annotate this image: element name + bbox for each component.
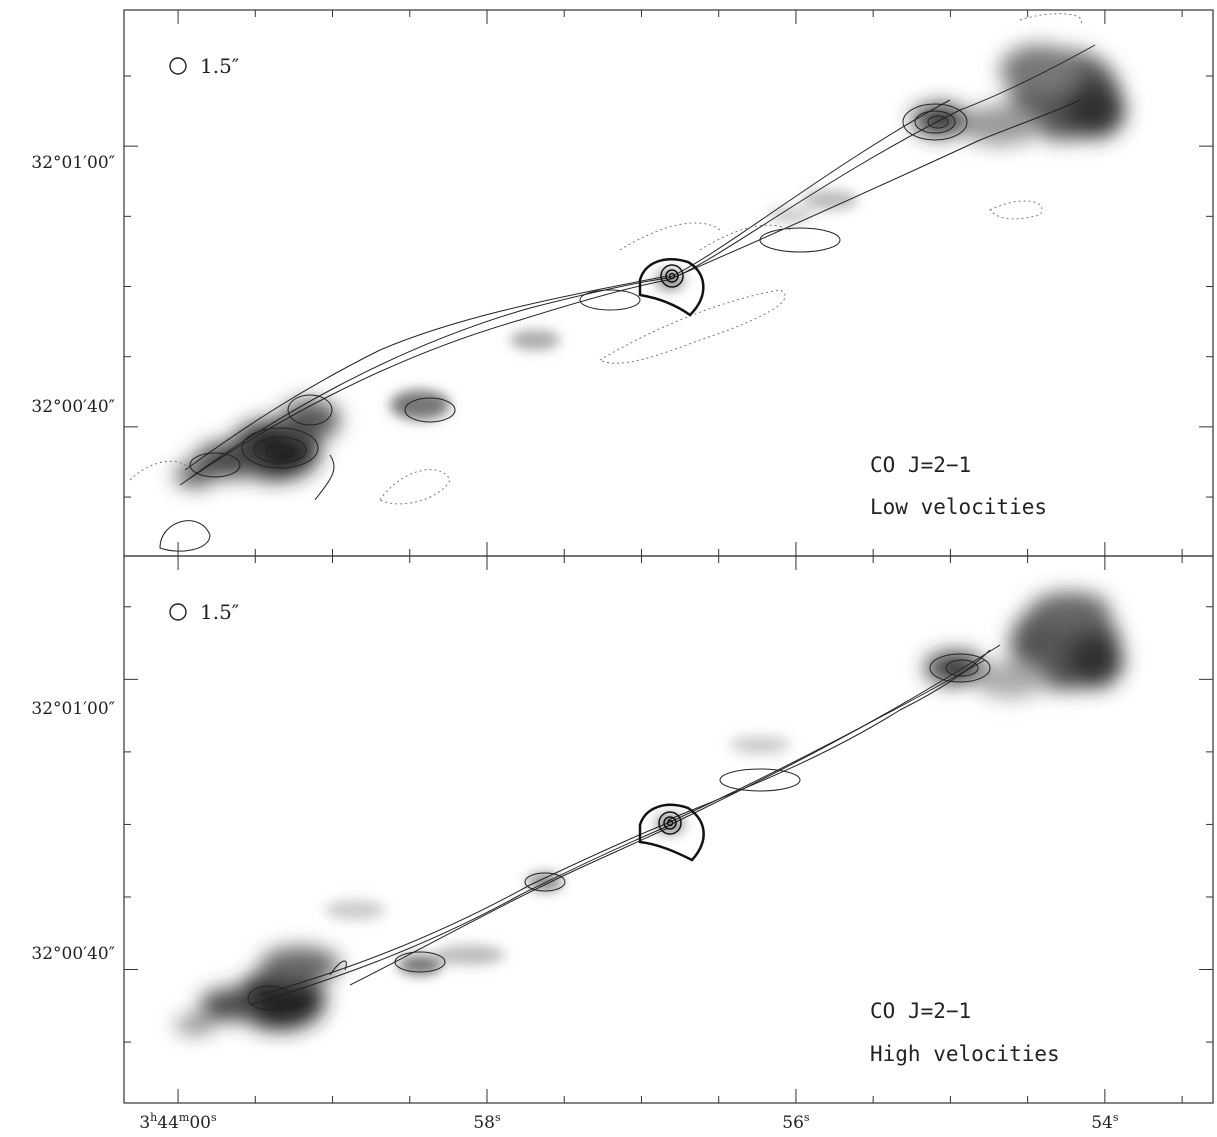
bottom-dec-tick-label: 32°00′40″	[31, 944, 115, 964]
top-velocity-label: Low velocities	[870, 495, 1047, 519]
bottom-greyscale-image	[175, 592, 1123, 1033]
top-dec-tick-label: 32°00′40″	[31, 397, 115, 417]
top-negative-contours	[129, 13, 1083, 505]
top-tick-marks	[124, 10, 1213, 556]
bottom-contours	[247, 644, 1001, 1011]
top-contours	[159, 44, 1096, 552]
ra-tick-label-first: 3h44m00s	[139, 1111, 217, 1133]
top-beam-label: 1.5″	[200, 54, 239, 78]
bottom-tick-marks	[124, 556, 1213, 1103]
ra-tick-label: 54s	[1091, 1111, 1119, 1133]
top-panel: 1.5″ CO J=2−1 Low velocities 32°01′00″ 3…	[31, 10, 1213, 556]
ra-tick-labels: 58s 56s 54s	[473, 1111, 1119, 1133]
bottom-central-source	[638, 803, 705, 862]
bottom-dec-tick-label: 32°01′00″	[31, 699, 115, 719]
bottom-beam-label: 1.5″	[200, 600, 239, 624]
bottom-frame	[123, 555, 1214, 1104]
ra-tick-label: 58s	[473, 1111, 501, 1133]
top-line-label: CO J=2−1	[870, 453, 971, 477]
ra-tick-label: 56s	[782, 1111, 810, 1133]
top-central-source	[638, 258, 705, 317]
bottom-beam-icon	[169, 603, 187, 621]
top-beam-icon	[169, 57, 187, 75]
bottom-panel: 1.5″ CO J=2−1 High velocities 32°01′00″ …	[31, 556, 1213, 1103]
bottom-velocity-label: High velocities	[870, 1042, 1060, 1066]
top-dec-tick-label: 32°01′00″	[31, 153, 115, 173]
bottom-line-label: CO J=2−1	[870, 999, 971, 1023]
